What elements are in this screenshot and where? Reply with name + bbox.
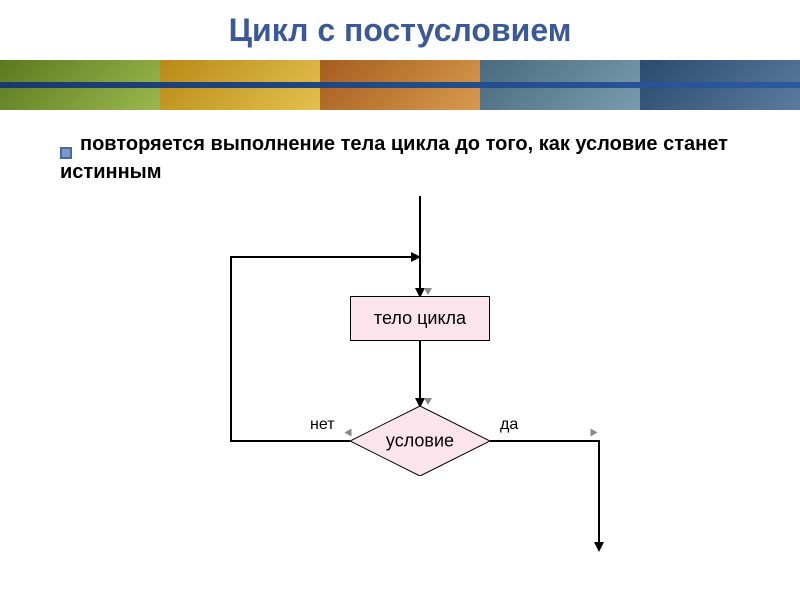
arrow-yes-exit bbox=[594, 542, 604, 552]
tri-cond-top bbox=[424, 398, 432, 405]
body-box-label: тело цикла bbox=[374, 308, 466, 329]
title-area: Цикл с постусловием bbox=[0, 0, 800, 60]
line-yes-down bbox=[598, 440, 600, 550]
tri-no-left bbox=[345, 429, 352, 437]
yes-label: да bbox=[500, 416, 518, 434]
banner-stripe bbox=[0, 82, 800, 88]
condition-label: условие bbox=[386, 431, 454, 452]
line-yes-right bbox=[490, 440, 600, 442]
line-body-to-cond bbox=[419, 341, 421, 406]
line-no-left bbox=[230, 440, 350, 442]
arrow-no-merge bbox=[411, 252, 421, 262]
tri-body-top bbox=[424, 288, 432, 295]
condition-diamond: условие bbox=[350, 406, 490, 476]
description-content: повторяется выполнение тела цикла до тог… bbox=[60, 133, 728, 183]
body-box: тело цикла bbox=[350, 296, 490, 341]
no-label: нет bbox=[310, 416, 335, 434]
tri-yes-right bbox=[591, 429, 598, 437]
description-text: повторяется выполнение тела цикла до тог… bbox=[0, 110, 800, 196]
line-no-right bbox=[230, 256, 419, 258]
page-title: Цикл с постусловием bbox=[229, 12, 572, 49]
flowchart-diagram: тело цикла условие нет да bbox=[0, 196, 800, 556]
bullet-icon bbox=[60, 139, 72, 151]
line-entry bbox=[419, 196, 421, 256]
image-banner bbox=[0, 60, 800, 110]
line-no-up bbox=[230, 256, 232, 442]
